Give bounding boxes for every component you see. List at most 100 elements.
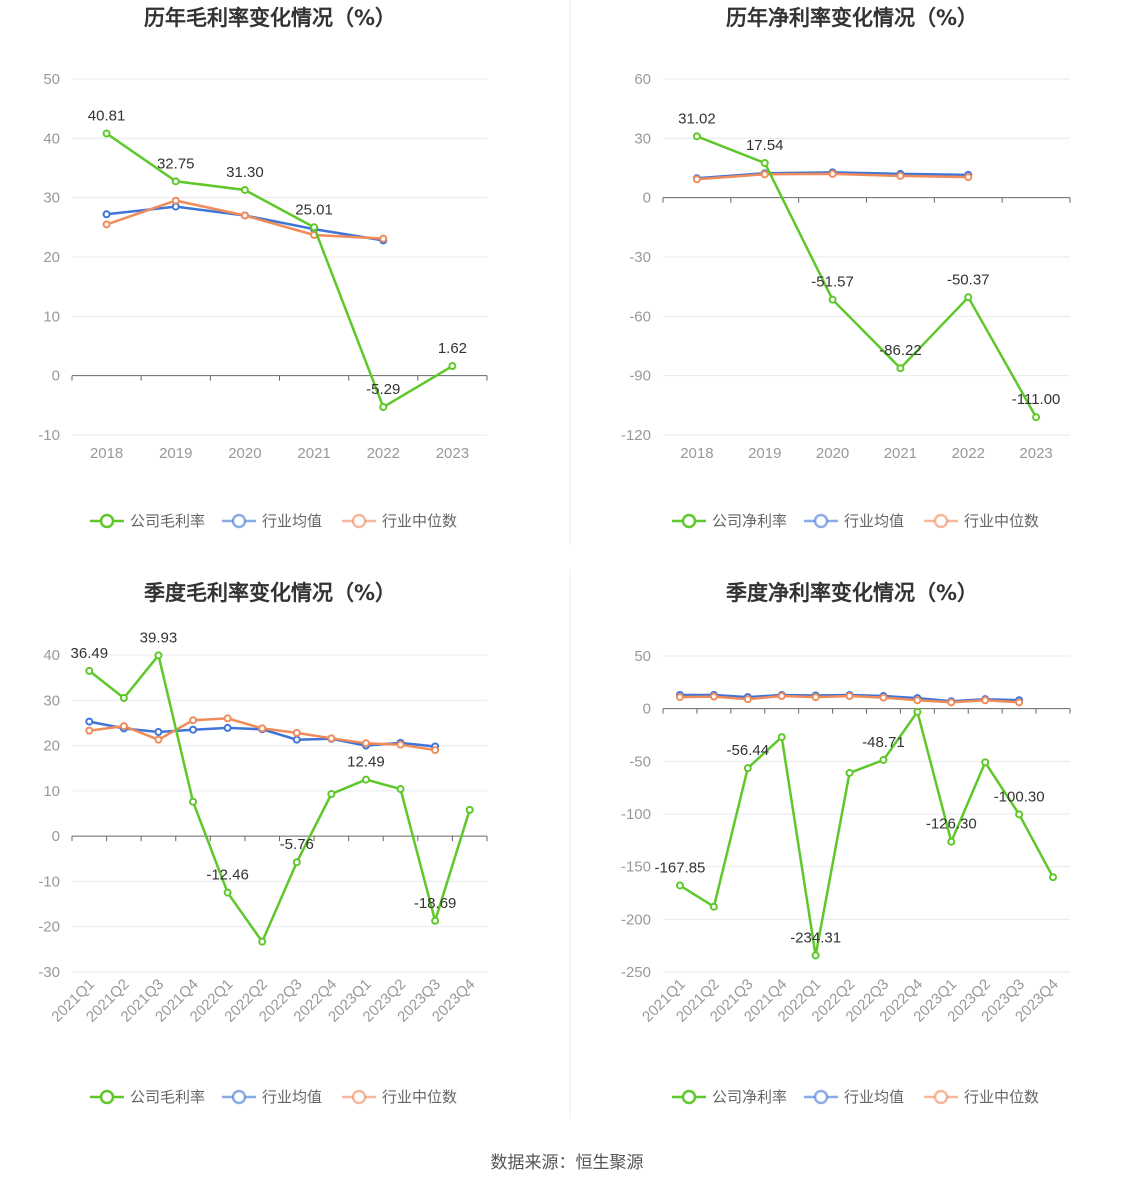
y-tick-label: -30 [629, 249, 651, 266]
y-tick-label: 20 [43, 738, 60, 755]
y-tick-label: -200 [621, 911, 651, 928]
chart-title: 历年净利率变化情况（%） [726, 6, 978, 30]
chart-panel-3: 季度毛利率变化情况（%）403020100-10-20-302021Q12021… [38, 581, 488, 1106]
data-point [964, 293, 973, 302]
y-tick-label: -60 [629, 308, 651, 325]
data-point [189, 725, 198, 734]
series-line-1 [88, 652, 471, 945]
y-tick-label: 30 [43, 190, 60, 207]
legend-marker-icon [231, 513, 247, 529]
data-label: -18.69 [414, 895, 457, 912]
data-point [879, 755, 888, 764]
data-point [361, 775, 370, 784]
data-point [448, 362, 457, 371]
data-point [223, 714, 232, 723]
chart-title: 季度毛利率变化情况（%） [144, 581, 396, 605]
data-label: -126.30 [926, 816, 977, 833]
data-point [119, 694, 128, 703]
legend-item-2: 行业均值 [222, 512, 322, 530]
x-tick-label: 2020 [228, 445, 261, 462]
data-point [361, 739, 370, 748]
data-point [913, 696, 922, 705]
data-point [171, 177, 180, 186]
x-tick-label: 2023 [436, 445, 469, 462]
data-point [102, 210, 111, 219]
x-tick-label: 2023 [1019, 445, 1052, 462]
legend-label: 行业均值 [262, 512, 322, 530]
data-point [709, 692, 718, 701]
data-point [396, 785, 405, 794]
y-tick-label: 50 [43, 71, 60, 88]
legend-marker-icon [813, 1089, 829, 1105]
data-point [102, 220, 111, 229]
y-tick-label: 60 [634, 71, 651, 88]
data-point [327, 734, 336, 743]
legend-marker-icon [681, 1089, 697, 1105]
y-tick-label: -30 [38, 964, 60, 981]
y-tick-label: 30 [634, 130, 651, 147]
data-point [760, 158, 769, 167]
data-point [947, 837, 956, 846]
data-point [828, 169, 837, 178]
y-tick-label: 40 [43, 130, 60, 147]
legend-marker-icon [933, 1089, 949, 1105]
series-line-1 [696, 135, 1038, 418]
data-point [760, 170, 769, 179]
y-tick-label: 0 [52, 368, 60, 385]
x-tick-label: 2021 [297, 445, 330, 462]
data-point [1015, 698, 1024, 707]
legend-item-2: 行业均值 [804, 512, 904, 530]
legend-marker-icon [351, 513, 367, 529]
data-label: -167.85 [655, 859, 706, 876]
data-point [310, 223, 319, 232]
data-point [379, 234, 388, 243]
x-tick-label: 2019 [159, 445, 192, 462]
legend-label: 行业均值 [262, 1088, 322, 1106]
data-point [154, 727, 163, 736]
data-label: -50.37 [947, 271, 990, 288]
legend-marker-icon [681, 513, 697, 529]
chart-panel-2: 历年净利率变化情况（%） 60 30 0 -30 -60 -90 -120 2018 2019 20… [621, 6, 1071, 530]
data-point [85, 666, 94, 675]
data-label: -5.29 [366, 381, 400, 398]
data-point [709, 902, 718, 911]
data-label: 31.30 [226, 164, 264, 181]
data-label: 31.02 [678, 110, 716, 127]
data-point [379, 403, 388, 412]
data-point [811, 693, 820, 702]
y-tick-label: -120 [621, 427, 651, 444]
data-label: -100.30 [994, 788, 1045, 805]
legend-label: 行业中位数 [382, 512, 457, 530]
legend-item-2: 行业均值 [222, 1088, 322, 1106]
data-label: 39.93 [140, 629, 178, 646]
y-tick-label: 10 [43, 308, 60, 325]
data-label: -111.00 [1012, 391, 1061, 408]
legend-label: 行业中位数 [382, 1088, 457, 1106]
y-tick-label: 0 [643, 190, 651, 207]
legend-label: 行业中位数 [964, 512, 1039, 530]
y-tick-label: 30 [43, 692, 60, 709]
x-tick-label: 2018 [90, 445, 123, 462]
data-point [981, 696, 990, 705]
data-point [223, 888, 232, 897]
data-label: -51.57 [811, 274, 854, 291]
data-point [947, 698, 956, 707]
legend-item-2: 行业均值 [804, 1088, 904, 1106]
legend-label: 公司毛利率 [130, 1088, 205, 1106]
data-point [240, 211, 249, 220]
data-point [85, 717, 94, 726]
y-tick-label: 10 [43, 783, 60, 800]
chart-panel-1: 历年毛利率变化情况（%） 50 40 30 20 10 0 -10 2018 2019 2020 20… [38, 6, 488, 530]
data-point [913, 707, 922, 716]
data-label: 17.54 [746, 137, 784, 154]
series-line-1 [105, 132, 454, 409]
data-point [431, 916, 440, 925]
y-tick-label: -50 [629, 753, 651, 770]
legend-item-3: 行业中位数 [924, 512, 1039, 530]
data-point [675, 693, 684, 702]
y-tick-label: -150 [621, 859, 651, 876]
legend-item-1: 公司毛利率 [90, 512, 205, 530]
data-label: 25.01 [295, 201, 333, 218]
legend-item-1: 公司净利率 [672, 512, 787, 530]
